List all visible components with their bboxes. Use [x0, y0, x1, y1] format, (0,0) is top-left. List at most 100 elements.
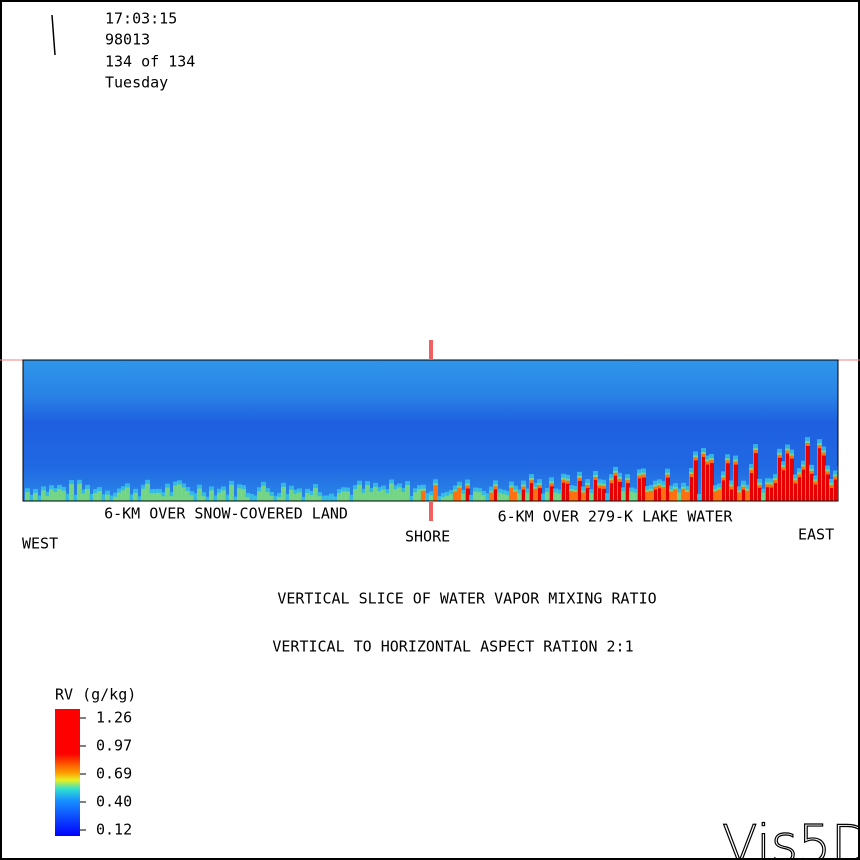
plume — [717, 489, 722, 501]
plume — [690, 477, 694, 501]
plume — [730, 489, 734, 501]
plume — [257, 491, 262, 501]
plume — [794, 483, 798, 501]
plume — [706, 464, 710, 501]
plume — [357, 484, 362, 501]
plume — [89, 493, 94, 501]
plume — [377, 491, 382, 501]
plume — [798, 477, 802, 501]
plume — [185, 491, 190, 501]
plume — [594, 479, 598, 501]
plume — [586, 488, 590, 501]
plume — [25, 492, 30, 501]
plume — [225, 494, 230, 501]
plume — [761, 492, 766, 501]
caption: VERTICAL TO HORIZONTAL ASPECT RATION 2:1 — [272, 638, 633, 656]
colorbar-tick-label: 1.26 — [96, 709, 132, 727]
plume — [445, 495, 450, 501]
plume — [353, 489, 358, 501]
plume — [165, 487, 170, 501]
plume — [169, 496, 174, 501]
east-label: EAST — [798, 526, 834, 544]
plume — [530, 483, 534, 501]
colorbar — [55, 709, 80, 836]
plume — [317, 496, 322, 501]
plume — [105, 494, 110, 501]
vertical-slice — [23, 360, 838, 501]
plume — [550, 486, 554, 501]
plume — [129, 494, 134, 501]
plume — [421, 490, 426, 501]
day: Tuesday — [105, 74, 168, 92]
step: 134 of 134 — [105, 53, 195, 71]
plume — [277, 496, 282, 501]
plume — [381, 489, 386, 501]
plume — [497, 492, 502, 501]
plume — [137, 496, 142, 501]
plume — [802, 469, 806, 501]
colorbar-tick-label: 0.12 — [96, 821, 132, 839]
plume — [702, 456, 706, 501]
plume — [157, 492, 162, 501]
plume — [726, 463, 730, 501]
colorbar-tick-label: 0.69 — [96, 765, 132, 783]
plume — [541, 493, 546, 501]
plume — [469, 495, 474, 501]
plume — [45, 495, 50, 501]
plume — [61, 490, 66, 501]
plume — [770, 487, 774, 501]
plume — [73, 494, 78, 501]
plume — [149, 493, 154, 501]
plume — [281, 486, 286, 501]
plume — [417, 489, 422, 501]
plume — [229, 484, 234, 501]
colorbar-ticks: 1.26 0.97 0.69 0.40 0.12 — [80, 709, 132, 839]
plume — [101, 494, 106, 501]
plume — [754, 453, 758, 501]
plume — [713, 491, 718, 501]
shore-label: SHORE — [405, 528, 450, 546]
plume — [697, 493, 702, 501]
plume — [461, 493, 466, 501]
plume — [477, 492, 482, 501]
plume — [349, 494, 354, 501]
plume — [425, 493, 430, 501]
plume — [669, 491, 674, 501]
plume — [113, 496, 118, 501]
plume — [133, 492, 138, 501]
plume — [481, 494, 486, 501]
plume — [389, 483, 394, 501]
plume — [385, 493, 390, 501]
plume — [581, 492, 586, 501]
plume — [626, 483, 630, 501]
plume — [453, 491, 458, 501]
plume — [826, 474, 830, 501]
plume — [750, 473, 754, 501]
plume — [253, 495, 258, 501]
plume — [201, 496, 206, 501]
plume — [297, 492, 302, 501]
plume — [621, 491, 626, 501]
plume — [610, 483, 614, 501]
plume — [221, 490, 226, 501]
plume — [249, 493, 254, 501]
colorbar-title: RV (g/kg) — [55, 686, 136, 704]
plume — [457, 487, 462, 501]
plume — [173, 485, 178, 501]
plume — [661, 487, 666, 501]
plume — [29, 494, 34, 501]
plume — [325, 495, 330, 501]
plume — [629, 491, 634, 501]
plume — [313, 488, 318, 501]
plume — [93, 492, 98, 501]
plume — [429, 495, 434, 501]
plume — [321, 495, 326, 501]
plume — [193, 493, 198, 501]
plume — [834, 479, 838, 501]
plume — [237, 488, 242, 501]
plume — [213, 495, 218, 501]
plume — [810, 473, 814, 501]
plume — [365, 485, 370, 501]
plume — [409, 495, 414, 501]
